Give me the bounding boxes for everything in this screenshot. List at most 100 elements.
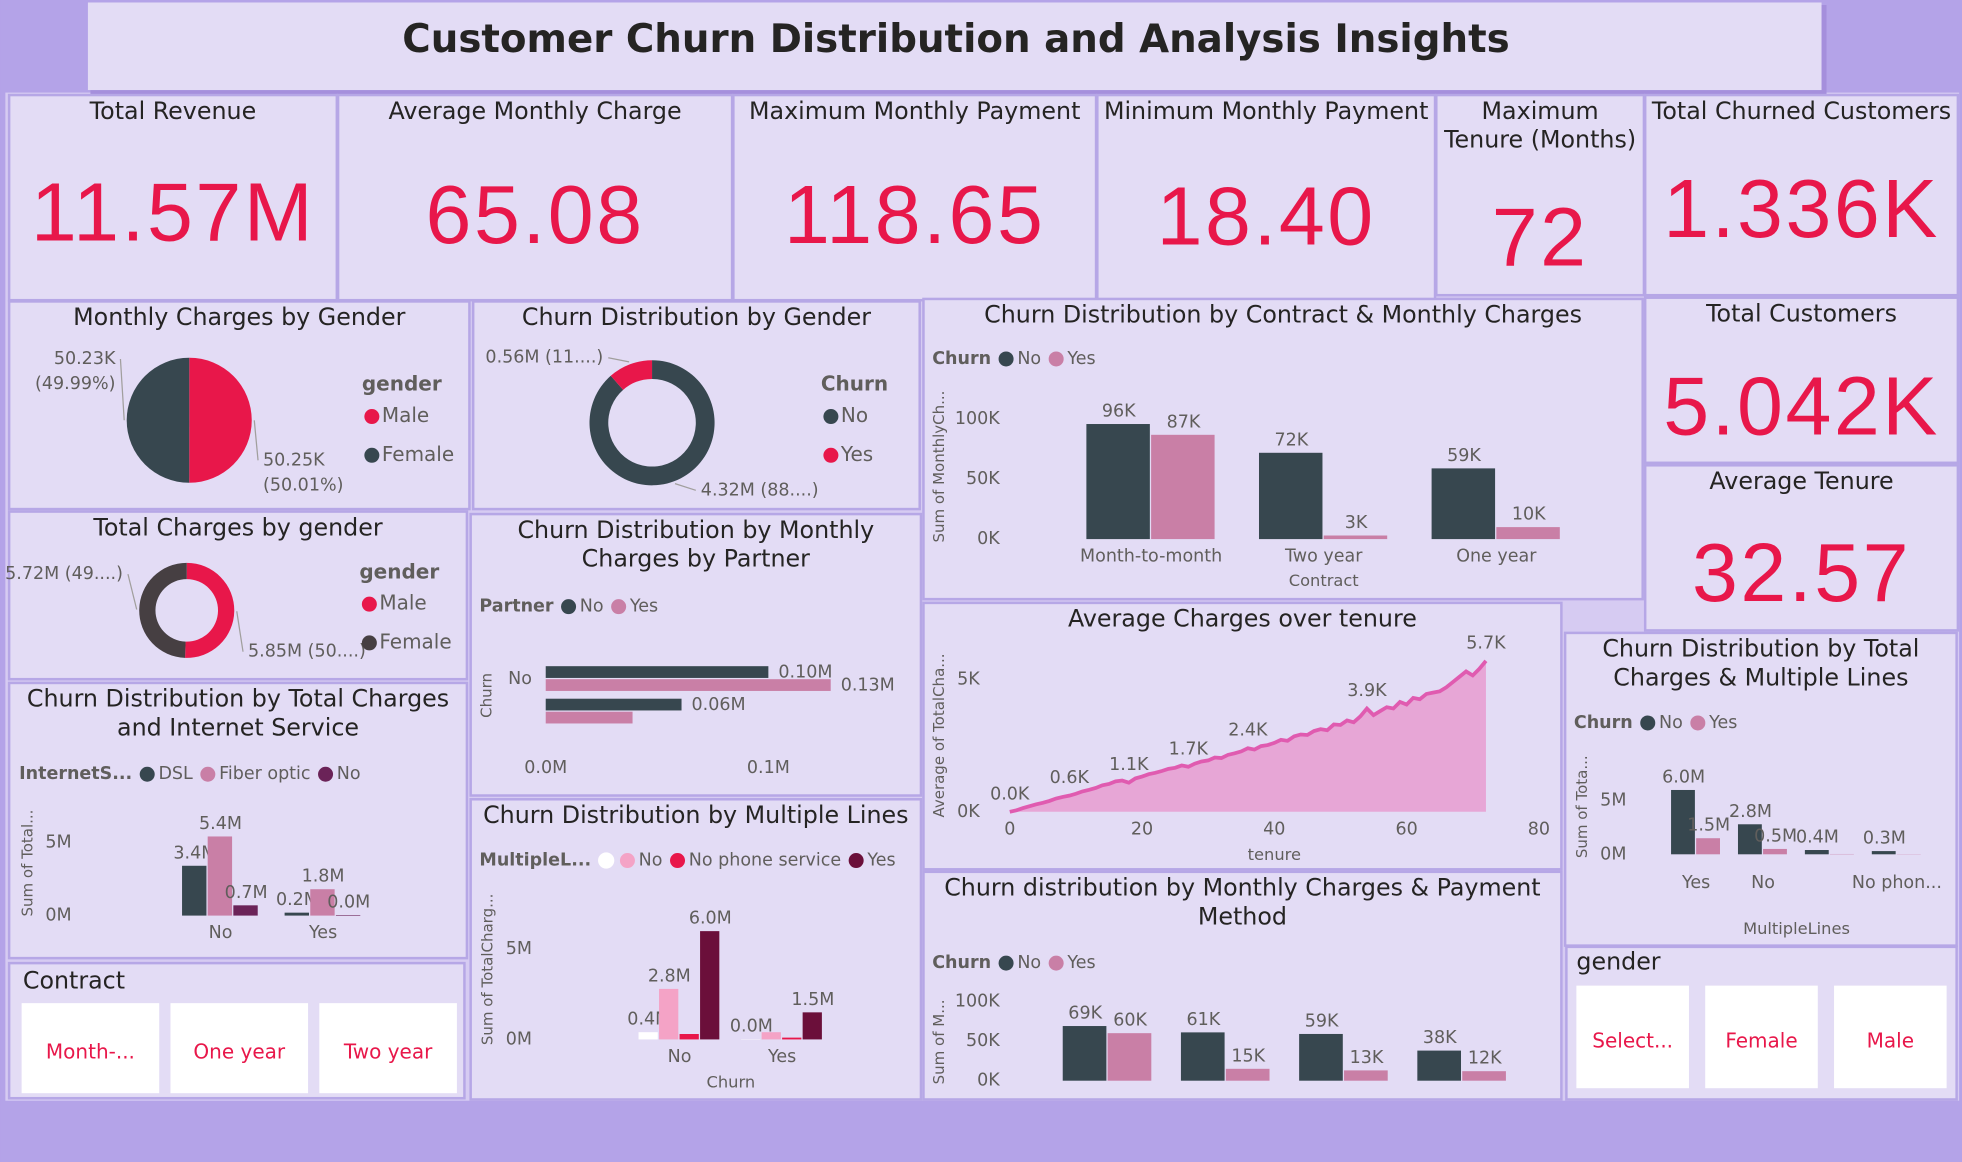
y-tick-label: No — [508, 669, 532, 689]
y-tick-label: 5M — [506, 939, 532, 959]
bar — [545, 711, 633, 724]
legend-swatch — [1048, 351, 1064, 367]
slicer-item[interactable]: One year — [193, 1040, 285, 1064]
legend-swatch — [1690, 715, 1706, 731]
legend-label: No — [580, 597, 604, 617]
chart-panel — [7, 510, 469, 681]
legend-label: Female — [382, 442, 454, 466]
data-label: 5.7K — [1466, 633, 1506, 653]
data-label: 60K — [1113, 1011, 1147, 1031]
bar — [1107, 1033, 1152, 1081]
legend-title: MultipleL... — [479, 851, 591, 871]
slicer-item[interactable]: Month-... — [46, 1040, 135, 1064]
y-tick-label: 0K — [977, 529, 1000, 549]
slicer-tile[interactable] — [319, 1003, 457, 1094]
chart-panel — [469, 798, 923, 1101]
data-label: 50.23K — [54, 349, 116, 369]
slicer-item[interactable]: Male — [1867, 1028, 1914, 1052]
y-tick-label: 0M — [1600, 844, 1626, 864]
bar — [1299, 1033, 1343, 1081]
legend-swatch — [364, 409, 380, 425]
data-label: 59K — [1447, 446, 1481, 466]
x-tick-label: 0 — [1004, 819, 1015, 839]
bar — [1062, 1026, 1107, 1081]
data-label: 0.10M — [778, 663, 832, 683]
bar — [1086, 424, 1150, 540]
slicer-item[interactable]: Female — [1725, 1028, 1797, 1052]
chart-title: Churn Distribution by Gender — [521, 303, 872, 332]
kpi-value: 118.65 — [784, 169, 1045, 261]
legend-label: Male — [382, 403, 429, 427]
bar — [1871, 851, 1896, 855]
slicer-title: Contract — [23, 966, 125, 994]
data-label: 38K — [1423, 1028, 1457, 1048]
slicer-tile[interactable] — [21, 1003, 160, 1094]
pie-slice — [139, 562, 187, 658]
data-label: 4.32M (88....) — [701, 480, 819, 500]
legend-swatch — [1048, 955, 1064, 971]
bar — [310, 889, 335, 916]
kpi-label-box: Maximum Monthly Payment — [749, 98, 1080, 126]
legend-label: Female — [379, 629, 451, 653]
x-axis-title: MultipleLines — [1743, 919, 1850, 938]
y-tick-label: 0M — [45, 906, 71, 926]
legend-title: Churn — [1574, 713, 1633, 733]
legend-swatch — [318, 766, 334, 782]
legend-swatch — [998, 351, 1014, 367]
y-axis-title: Average of TotalCha... — [930, 653, 948, 817]
bar — [1737, 824, 1762, 855]
y-tick-label: 5K — [957, 669, 980, 689]
kpi-label-box: Average Monthly Charge — [389, 98, 682, 126]
slicer-tile[interactable] — [1834, 985, 1947, 1089]
y-tick-label: 0K — [957, 802, 980, 822]
chart-title: Average Charges over tenure — [1067, 605, 1417, 633]
y-tick-label: 0K — [977, 1071, 1000, 1091]
legend-title: Churn — [932, 349, 991, 369]
legend-label: Male — [379, 591, 426, 615]
bar — [1151, 434, 1215, 540]
kpi-value: 5.042K — [1663, 361, 1940, 453]
legend-swatch — [561, 599, 577, 615]
leader-line — [253, 420, 259, 461]
y-tick-label: 0M — [506, 1029, 532, 1049]
chart-title: Churn distribution by Monthly Charges & … — [944, 874, 1541, 931]
kpi-label-box: Average Tenure — [1709, 468, 1893, 496]
y-tick-label: 50K — [966, 1031, 1000, 1051]
title-panel — [87, 2, 1822, 91]
legend-label: No — [639, 851, 663, 871]
legend-label: No — [1017, 349, 1041, 369]
kpi-value: 1.336K — [1663, 163, 1940, 255]
legend-label: Fiber optic — [219, 764, 310, 784]
x-tick-label: 0.0M — [524, 758, 567, 778]
legend-label: Yes — [629, 597, 658, 617]
chart-title: Monthly Charges by Gender — [73, 303, 406, 332]
chart-title-box: Churn distribution by Monthly Charges & … — [944, 874, 1541, 931]
data-label: 0.2M — [276, 890, 319, 910]
x-tick-label: 80 — [1528, 819, 1550, 839]
data-label: 1.7K — [1169, 739, 1209, 759]
y-axis-title: Churn — [477, 673, 495, 718]
slicer-tile[interactable] — [1705, 985, 1818, 1089]
legend-label: Yes — [1066, 349, 1095, 369]
slicer-tile[interactable] — [170, 1003, 309, 1094]
slicer-item[interactable]: Two year — [343, 1040, 433, 1064]
chart-title-box: Churn Distribution by Contract & Monthly… — [984, 301, 1582, 329]
bar — [207, 836, 233, 916]
legend-swatch — [823, 447, 839, 463]
slicer-tile[interactable] — [1576, 985, 1689, 1089]
legend-title: InternetS... — [19, 764, 132, 784]
x-axis-title: Contract — [1289, 571, 1359, 590]
kpi-card — [1435, 93, 1646, 297]
dashboard-title: Customer Churn Distribution and Analysis… — [402, 17, 1509, 62]
x-tick-label: 20 — [1131, 819, 1153, 839]
chart-title: Total Charges by gender — [93, 514, 383, 542]
data-label: 0.7M — [225, 883, 268, 903]
data-label-percent: (50.01%) — [263, 475, 343, 495]
bar — [1696, 838, 1720, 855]
kpi-card — [336, 93, 734, 302]
chart-panel — [922, 297, 1644, 601]
y-tick-label: 100K — [955, 991, 1000, 1011]
slicer-item[interactable]: Select... — [1592, 1028, 1673, 1052]
data-label: 59K — [1305, 1011, 1339, 1031]
